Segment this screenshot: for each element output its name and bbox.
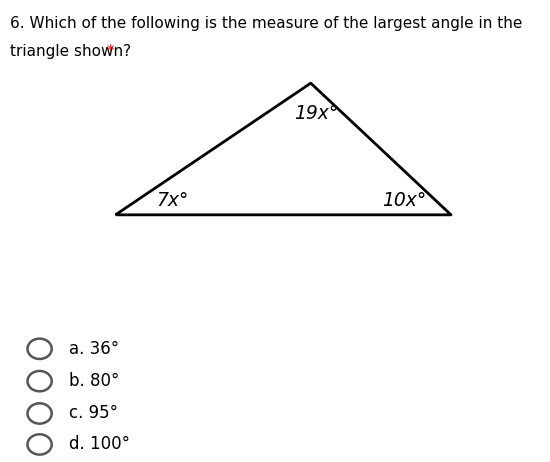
- Text: c. 95°: c. 95°: [69, 405, 118, 422]
- Text: b. 80°: b. 80°: [69, 372, 119, 390]
- Text: 19x°: 19x°: [294, 103, 338, 123]
- Text: triangle shown?: triangle shown?: [10, 44, 131, 59]
- Text: 10x°: 10x°: [382, 191, 426, 211]
- Text: a. 36°: a. 36°: [69, 340, 119, 358]
- Text: *: *: [102, 44, 114, 59]
- Text: 7x°: 7x°: [157, 191, 189, 211]
- Text: d. 100°: d. 100°: [69, 436, 130, 453]
- Text: 6. Which of the following is the measure of the largest angle in the: 6. Which of the following is the measure…: [10, 16, 522, 31]
